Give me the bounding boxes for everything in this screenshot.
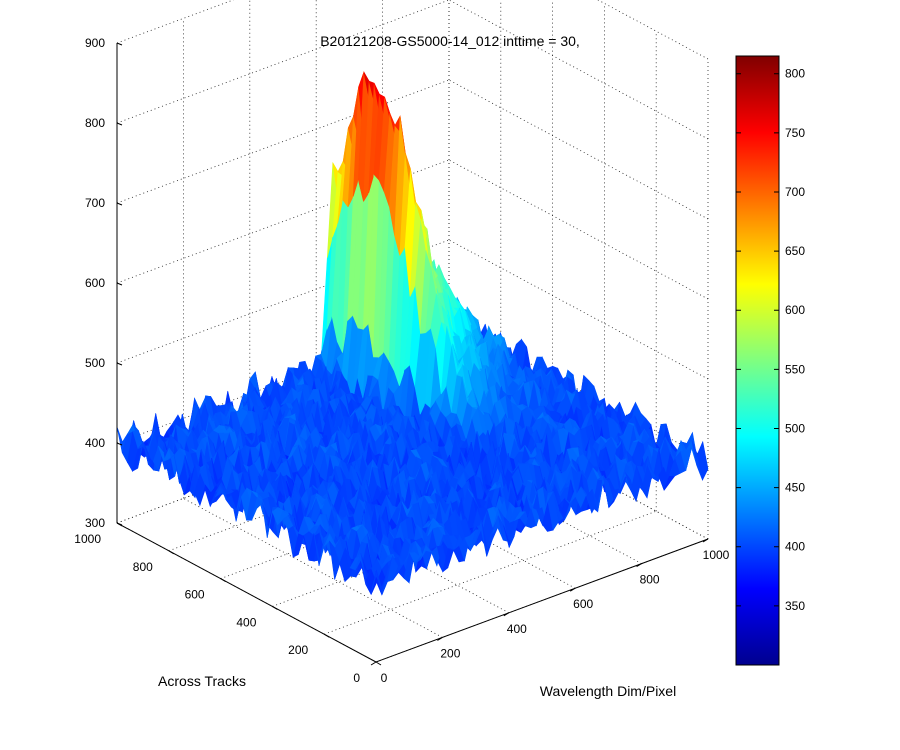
colorbar-tick-label: 700 <box>785 185 805 199</box>
y-tick-label: 1000 <box>74 532 101 546</box>
colorbar-gradient <box>735 55 780 666</box>
y-axis-line <box>116 522 377 663</box>
y-tick <box>220 578 226 583</box>
colorbar-ticks: 350 400 450 500 550 600 650 700 750 800 <box>736 67 805 613</box>
z-tick <box>116 522 123 526</box>
grid-line-z <box>448 159 709 300</box>
grid-line-z <box>597 0 709 60</box>
colorbar-tick-label: 550 <box>785 362 805 376</box>
colorbar-tick-label: 500 <box>785 421 805 435</box>
x-tick-label: 200 <box>440 646 460 660</box>
grid-line-x-floor <box>183 498 443 638</box>
surface-plot <box>116 70 709 596</box>
x-tick <box>569 587 576 592</box>
colorbar-tick-label: 600 <box>785 303 805 317</box>
x-tick <box>437 636 443 641</box>
axes: 0 200 400 600 800 1000 0 200 400 600 800 1000 300 400… <box>74 36 729 685</box>
y-tick-label: 200 <box>288 643 308 657</box>
colorbar: 350 400 450 500 550 600 650 700 750 800 <box>735 55 805 666</box>
y-tick <box>323 633 330 638</box>
z-tick-label: 500 <box>85 356 105 370</box>
colorbar-tick-label: 800 <box>785 67 805 81</box>
y-tick-label: 400 <box>236 615 256 629</box>
x-tick <box>636 563 642 568</box>
y-tick-label: 800 <box>133 560 153 574</box>
x-tick-label: 400 <box>507 622 527 636</box>
z-tick-label: 900 <box>85 36 105 50</box>
grid-line-z <box>448 0 709 140</box>
grid-line-z <box>448 239 709 380</box>
z-tick-label: 700 <box>85 196 105 210</box>
y-tick-label: 600 <box>185 588 205 602</box>
y-tick <box>168 550 175 555</box>
x-tick <box>702 538 709 543</box>
x-axis-line <box>375 538 709 663</box>
z-tick <box>116 362 123 366</box>
y-axis-label: Across Tracks <box>158 673 246 689</box>
grid-line-z <box>448 79 709 220</box>
z-tick-label: 400 <box>85 436 105 450</box>
grid-line-z <box>116 0 450 124</box>
colorbar-tick-label: 450 <box>785 481 805 495</box>
x-tick-label: 1000 <box>703 548 730 562</box>
x-tick <box>370 661 377 666</box>
x-tick <box>503 612 510 617</box>
colorbar-tick-label: 750 <box>785 126 805 140</box>
colorbar-tick-label: 650 <box>785 244 805 258</box>
z-tick <box>116 442 123 446</box>
z-tick-label: 300 <box>85 516 105 530</box>
y-tick <box>375 661 382 666</box>
z-tick <box>116 202 123 206</box>
colorbar-tick-label: 350 <box>785 599 805 613</box>
x-tick-label: 600 <box>573 597 593 611</box>
y-tick <box>272 605 278 610</box>
chart-title: B20121208-GS5000-14_012 inttime = 30, <box>320 33 580 49</box>
surface-patch <box>696 440 709 482</box>
x-tick-label: 800 <box>640 573 660 587</box>
z-tick <box>116 42 123 46</box>
y-tick-label: 0 <box>353 671 360 685</box>
x-tick-label: 0 <box>381 671 388 685</box>
z-tick <box>116 122 123 126</box>
colorbar-tick-label: 400 <box>785 540 805 554</box>
z-tick-label: 600 <box>85 276 105 290</box>
x-axis-label: Wavelength Dim/Pixel <box>540 683 676 699</box>
z-tick <box>116 282 123 286</box>
z-tick-label: 800 <box>85 116 105 130</box>
